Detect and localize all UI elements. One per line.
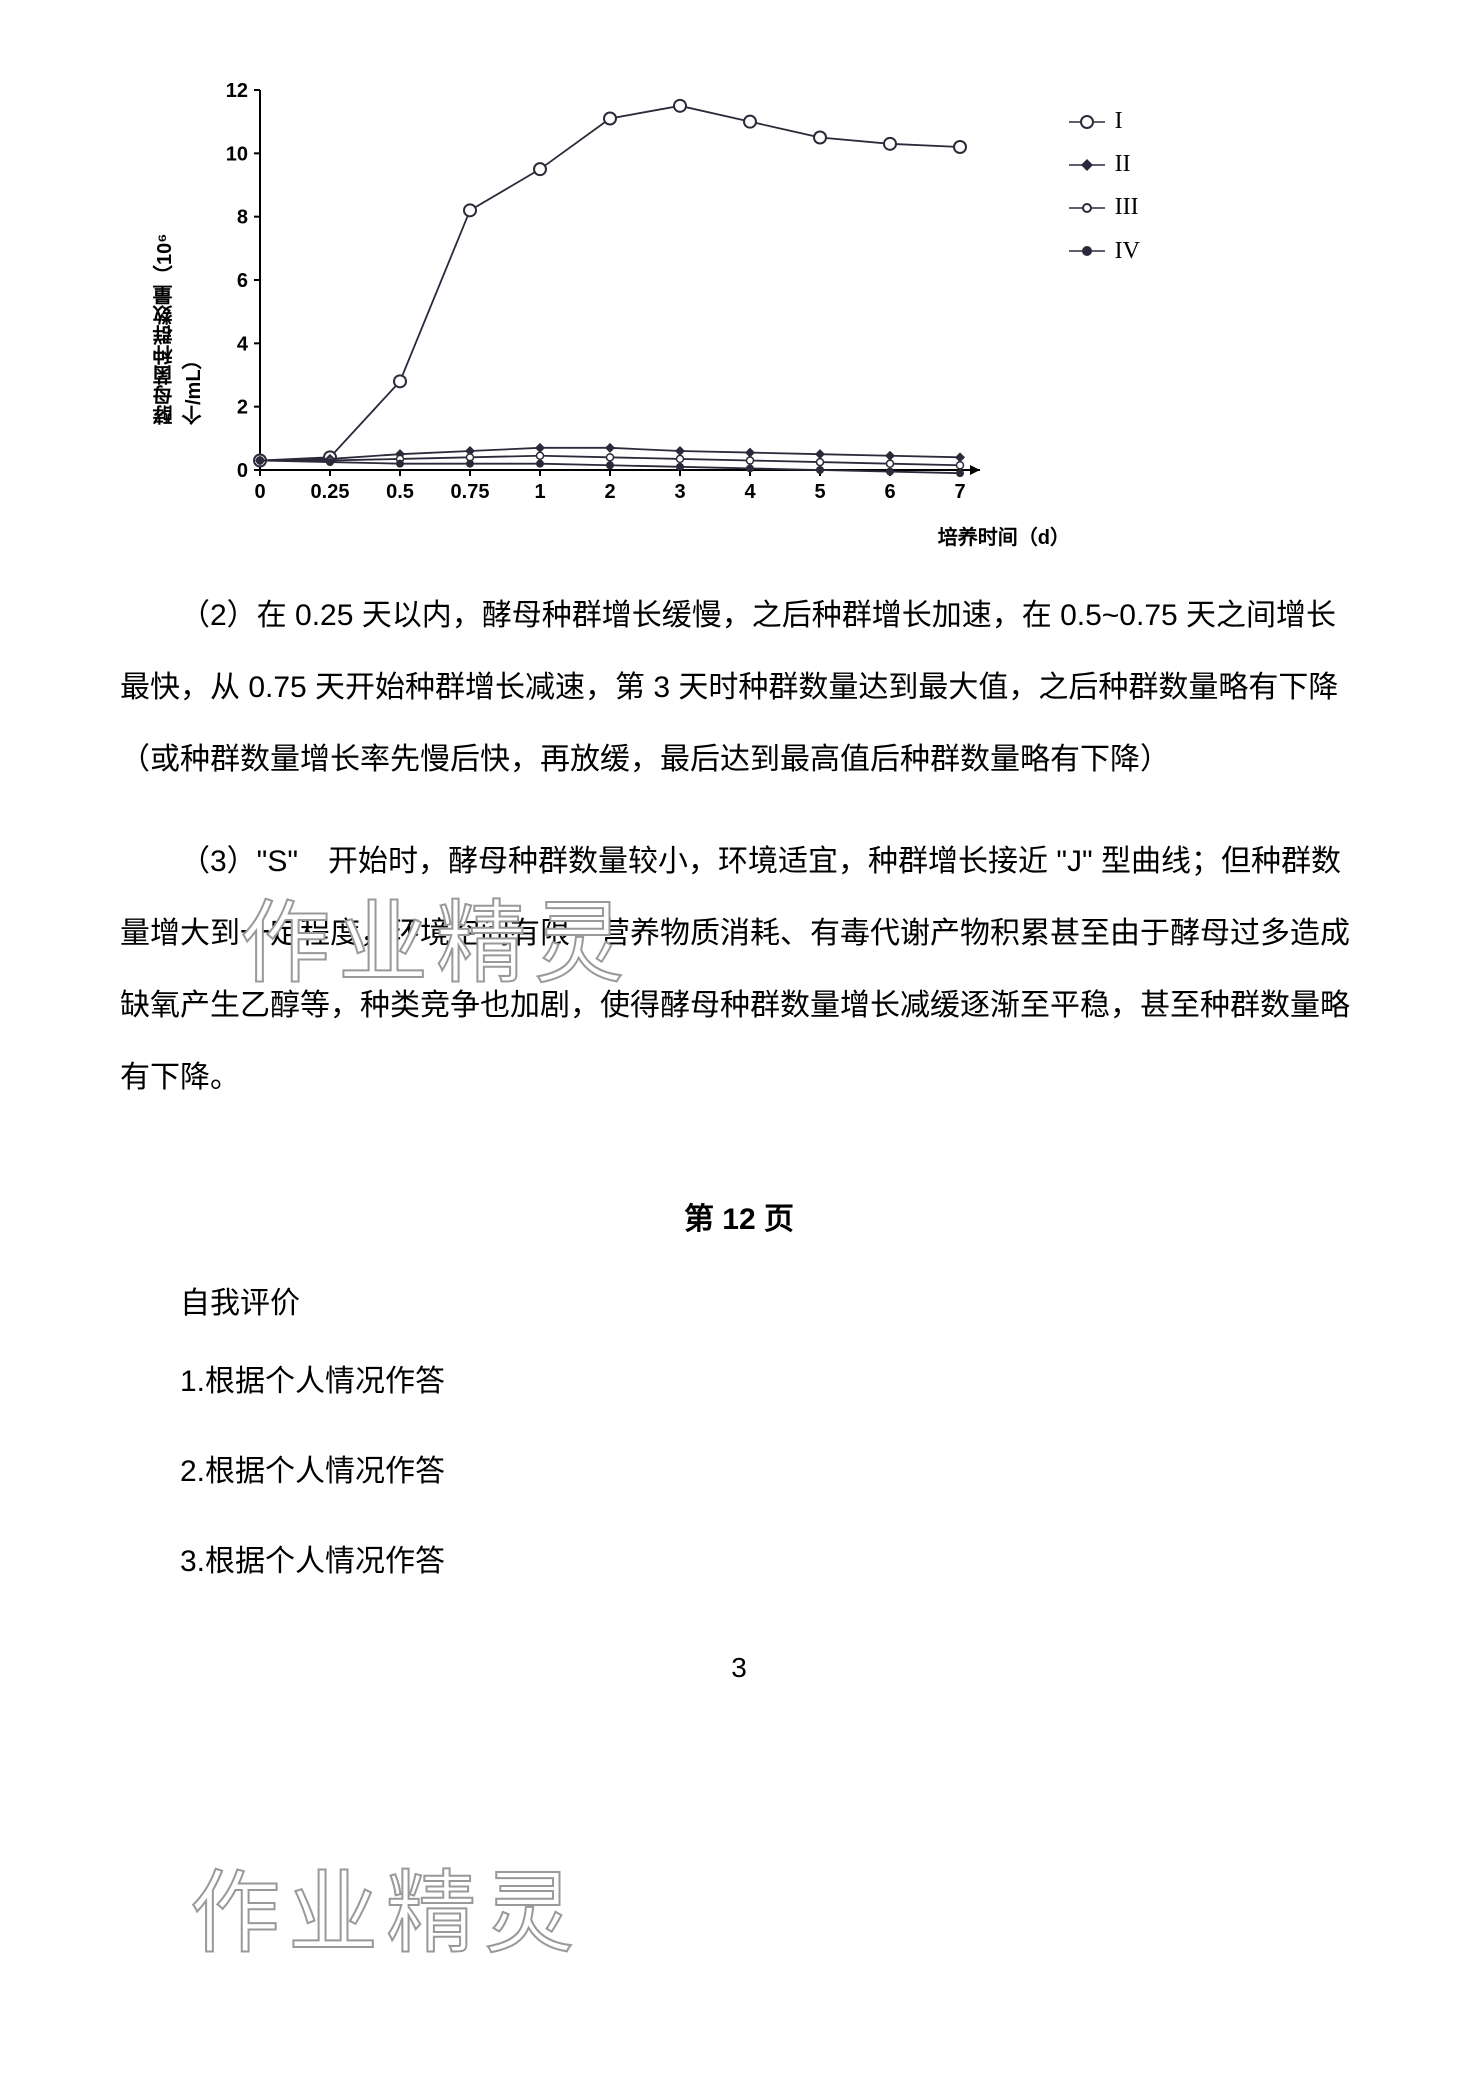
y-axis-label: 酵母菌种群数量（10⁶个/mL） [150,195,208,425]
answer-paragraph-2: （2）在 0.25 天以内，酵母种群增长缓慢，之后种群增长加速，在 0.5~0.… [120,580,1358,796]
answer-paragraph-3: （3）"S" 开始时，酵母种群数量较小，环境适宜，种群增长接近 "J" 型曲线；… [120,826,1358,1114]
svg-text:0: 0 [237,460,248,482]
svg-text:8: 8 [237,207,248,229]
watermark-2: 作业精灵 [190,1840,582,1970]
legend-label-4: IV [1115,230,1140,273]
svg-text:6: 6 [237,270,248,292]
svg-text:4: 4 [744,481,756,503]
self-eval-item-1: 1.根据个人情况作答 [180,1352,1358,1412]
svg-text:0.5: 0.5 [386,481,414,503]
legend-label-2: II [1115,143,1131,186]
legend-item-3: III [1069,186,1140,229]
svg-text:10: 10 [226,143,248,165]
svg-text:2: 2 [237,397,248,419]
self-eval-item-2: 2.根据个人情况作答 [180,1442,1358,1502]
page-section-title: 第 12 页 [120,1194,1358,1238]
svg-text:3: 3 [674,481,685,503]
chart-legend: I II III IV [1069,100,1140,273]
self-eval-heading: 自我评价 [180,1278,1358,1322]
svg-text:5: 5 [814,481,825,503]
svg-text:7: 7 [954,481,965,503]
svg-text:2: 2 [604,481,615,503]
svg-text:6: 6 [884,481,895,503]
legend-item-2: II [1069,143,1140,186]
svg-text:0.75: 0.75 [451,481,490,503]
chart-svg: 02468101200.250.50.751234567 [180,80,1080,540]
yeast-growth-chart: 酵母菌种群数量（10⁶个/mL） 02468101200.250.50.7512… [180,80,1080,540]
svg-text:12: 12 [226,80,248,102]
svg-text:4: 4 [237,333,249,355]
legend-label-3: III [1115,186,1139,229]
self-eval-item-3: 3.根据个人情况作答 [180,1532,1358,1592]
svg-text:1: 1 [534,481,545,503]
svg-text:0.25: 0.25 [311,481,350,503]
footer-page-number: 3 [120,1652,1358,1684]
svg-text:0: 0 [254,481,265,503]
legend-label-1: I [1115,100,1123,143]
legend-item-1: I [1069,100,1140,143]
legend-item-4: IV [1069,230,1140,273]
x-axis-label: 培养时间（d） [938,521,1070,550]
